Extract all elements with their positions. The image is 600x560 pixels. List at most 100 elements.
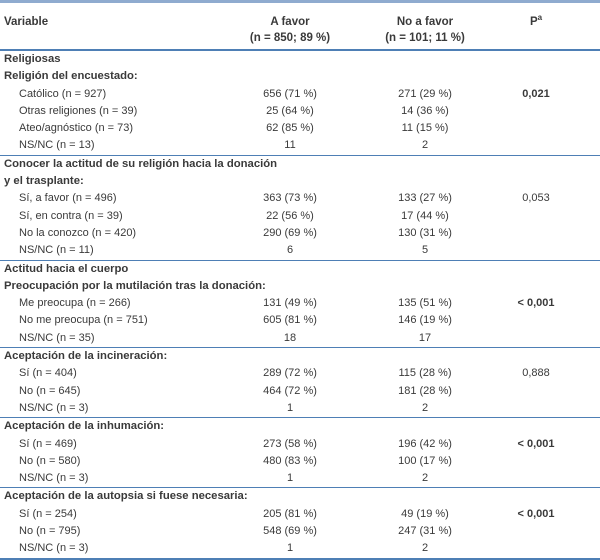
row-label: NS/NC (n = 3) [19,542,89,555]
a-favor-value: 548 (69 %) [263,525,317,538]
row-label: NS/NC (n = 13) [19,139,95,152]
a-favor-value: 22 (56 %) [266,209,314,222]
column-header-no-a-favor: No a favor (n = 101; 11 %) [358,14,492,49]
no-a-favor-value: 196 (42 %) [398,437,452,450]
row-label: Ateo/agnóstico (n = 73) [19,122,134,135]
p-value: 0,053 [522,192,550,205]
no-a-favor-value: 2 [421,401,429,414]
section-title: Actitud hacia el cuerpo [4,262,129,275]
p-value: < 0,001 [517,437,555,450]
row-label: NS/NC (n = 3) [19,472,89,485]
no-a-favor-value: 115 (28 %) [398,367,452,380]
table-row: No (n = 645) 464 (72 %) 181 (28 %) [0,383,600,400]
table-row: NS/NC (n = 3) 1 2 [0,470,600,487]
table-row: Católico (n = 927) 656 (71 %) 271 (29 %)… [0,86,600,103]
row-label: Me preocupa (n = 266) [19,297,131,310]
no-a-favor-value: 49 (19 %) [401,507,449,520]
p-value: < 0,001 [517,507,555,520]
no-a-favor-value: 146 (19 %) [398,314,452,327]
table-row: Sí (n = 254) 205 (81 %) 49 (19 %) < 0,00… [0,506,600,523]
table-row: Sí, a favor (n = 496) 363 (73 %) 133 (27… [0,190,600,207]
a-favor-value: 273 (58 %) [263,437,317,450]
variable-title: Preocupación por la mutilación tras la d… [4,279,266,292]
a-favor-value: 11 [284,139,296,152]
no-a-favor-value: 181 (28 %) [398,384,452,397]
table-row: y el trasplante: [0,173,600,190]
a-favor-title: A favor [270,16,310,28]
p-label: P [529,16,538,28]
no-a-favor-value: 2 [421,542,429,555]
table-row: Sí (n = 404) 289 (72 %) 115 (28 %) 0,888 [0,365,600,382]
row-label: Otras religiones (n = 39) [19,104,138,117]
a-favor-subtitle: (n = 850; 89 %) [249,32,331,44]
no-a-favor-value: 5 [421,244,429,257]
a-favor-value: 464 (72 %) [263,384,317,397]
a-favor-value: 1 [286,542,294,555]
column-header-variable: Variable [4,16,49,28]
a-favor-value: 205 (81 %) [263,507,317,520]
variable-title: Religión del encuestado: [4,70,138,83]
a-favor-value: 363 (73 %) [263,192,317,205]
variable-title-line1: Conocer la actitud de su religión hacia … [4,157,278,170]
a-favor-value: 605 (81 %) [263,314,317,327]
table-row: No (n = 795) 548 (69 %) 247 (31 %) [0,523,600,540]
section-actitud-religion: Conocer la actitud de su religión hacia … [0,156,600,261]
no-a-favor-title: No a favor [396,16,454,28]
table-row: Conocer la actitud de su religión hacia … [0,156,600,173]
no-a-favor-value: 271 (29 %) [398,87,452,100]
a-favor-value: 656 (71 %) [263,87,317,100]
table-row: Sí (n = 469) 273 (58 %) 196 (42 %) < 0,0… [0,436,600,453]
row-label: Católico (n = 927) [19,87,107,100]
column-header-p-value: Pa [492,14,600,49]
table-row: Sí, en contra (n = 39) 22 (56 %) 17 (44 … [0,208,600,225]
no-a-favor-value: 17 (44 %) [401,209,449,222]
table-row: Aceptación de la inhumación: [0,418,600,435]
no-a-favor-value: 247 (31 %) [398,525,452,538]
a-favor-value: 131 (49 %) [263,297,317,310]
table-header-row: Variable A favor (n = 850; 89 %) No a fa… [0,3,600,51]
no-a-favor-value: 2 [421,472,429,485]
p-value: 0,021 [522,87,550,100]
table-row: NS/NC (n = 11) 6 5 [0,242,600,259]
no-a-favor-value: 11 (15 %) [401,122,449,135]
no-a-favor-value: 14 (36 %) [401,104,449,117]
table-row: NS/NC (n = 35) 18 17 [0,330,600,347]
no-a-favor-value: 100 (17 %) [398,454,452,467]
p-value: < 0,001 [517,297,555,310]
table-row: Me preocupa (n = 266) 131 (49 %) 135 (51… [0,295,600,312]
variable-title: Aceptación de la incineración: [4,350,168,363]
row-label: No (n = 795) [19,525,81,538]
a-favor-value: 25 (64 %) [266,104,314,117]
variable-title: Aceptación de la inhumación: [4,420,165,433]
a-favor-value: 1 [286,401,294,414]
table-row: No me preocupa (n = 751) 605 (81 %) 146 … [0,312,600,329]
table-row: No (n = 580) 480 (83 %) 100 (17 %) [0,453,600,470]
a-favor-value: 290 (69 %) [263,226,317,239]
a-favor-value: 289 (72 %) [263,367,317,380]
section-religiosas: Religiosas Religión del encuestado: Cató… [0,51,600,156]
table-row: Aceptación de la autopsia si fuese neces… [0,488,600,505]
row-label: Sí (n = 254) [19,507,77,520]
no-a-favor-value: 133 (27 %) [398,192,452,205]
p-footnote-marker: a [537,13,543,23]
table-row: Actitud hacia el cuerpo [0,261,600,278]
table-row: No la conozco (n = 420) 290 (69 %) 130 (… [0,225,600,242]
a-favor-value: 480 (83 %) [263,454,317,467]
no-a-favor-subtitle: (n = 101; 11 %) [385,32,465,44]
no-a-favor-value: 135 (51 %) [398,297,452,310]
section-actitud-cuerpo: Actitud hacia el cuerpo Preocupación por… [0,261,600,349]
row-label: NS/NC (n = 11) [19,244,94,257]
row-label: No (n = 645) [19,384,81,397]
table-row: NS/NC (n = 13) 11 2 [0,137,600,154]
table-row: Religiosas [0,51,600,68]
row-label: No me preocupa (n = 751) [19,314,148,327]
row-label: No (n = 580) [19,454,81,467]
no-a-favor-value: 17 [418,331,432,344]
a-favor-value: 62 (85 %) [266,122,314,135]
a-favor-value: 6 [286,244,294,257]
section-inhumacion: Aceptación de la inhumación: Sí (n = 469… [0,418,600,489]
row-label: Sí, en contra (n = 39) [19,209,123,222]
column-header-a-favor: A favor (n = 850; 89 %) [222,14,358,49]
a-favor-value: 1 [286,472,294,485]
variable-title: Aceptación de la autopsia si fuese neces… [4,490,248,503]
